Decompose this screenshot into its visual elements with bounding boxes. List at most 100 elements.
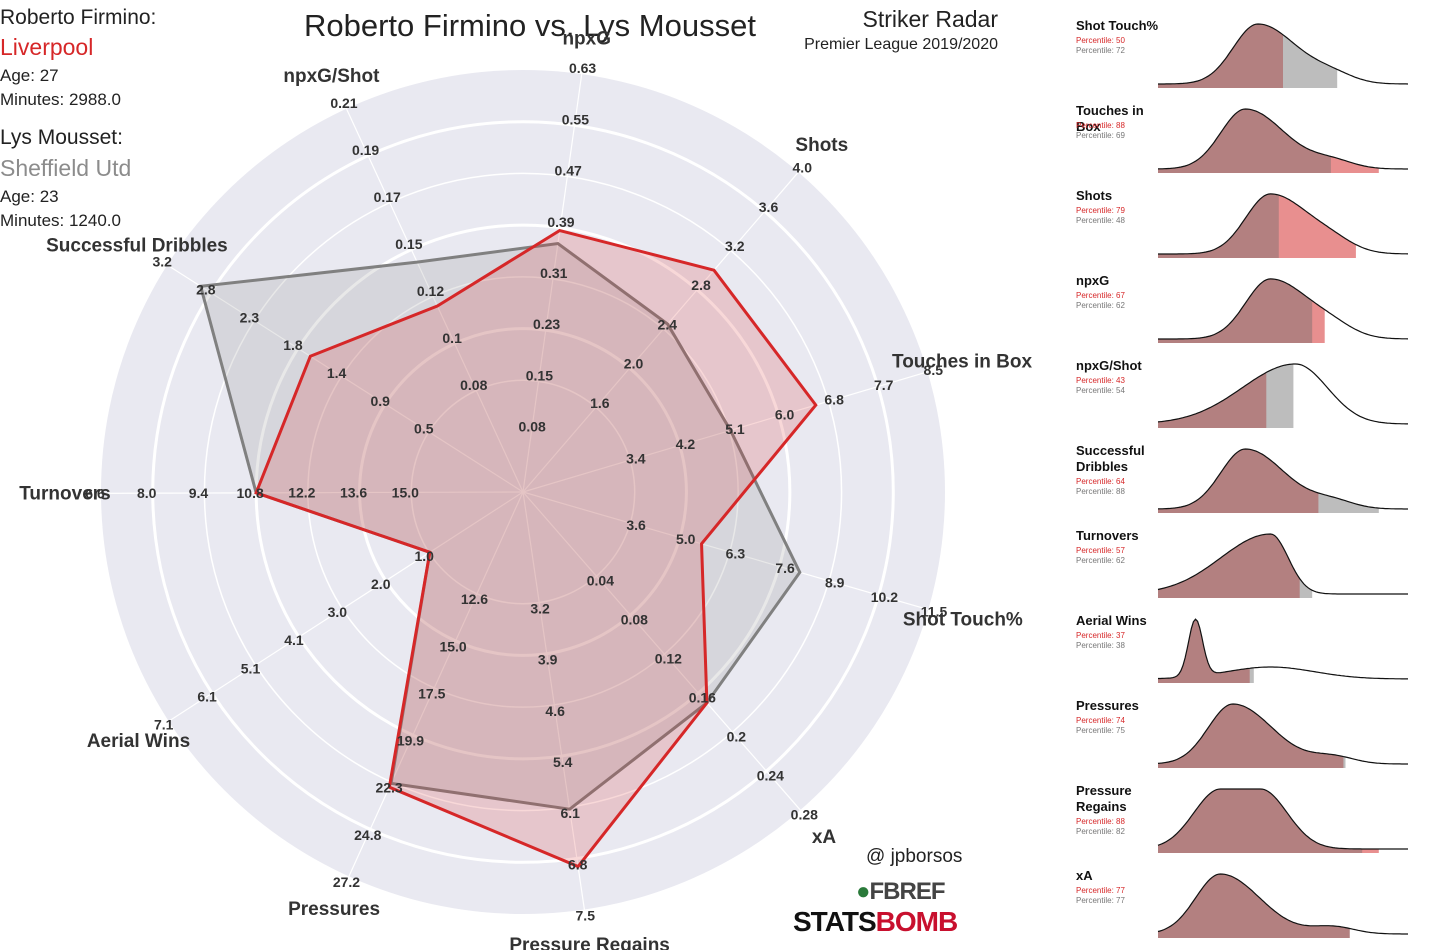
kde-percentile-player2: Percentile: 69	[1076, 131, 1125, 140]
radar-spoke	[166, 264, 524, 493]
competition-subtitle: Premier League 2019/2020	[804, 36, 998, 53]
kde-plot	[1157, 533, 1408, 598]
kde-fill-lower	[1158, 193, 1279, 258]
kde-title: Shot Touch%	[1076, 18, 1159, 33]
tick-label: 15.0	[392, 484, 419, 500]
tick-label: 0.9	[370, 393, 390, 409]
tick-label: 5.1	[241, 660, 261, 676]
tick-label: 0.17	[374, 189, 401, 205]
kde-fill-lower	[1158, 24, 1283, 88]
tick-label: 1.4	[327, 365, 347, 381]
radar-spoke	[345, 108, 524, 493]
player2-minutes: Minutes: 1240.0	[0, 211, 121, 230]
tick-label: 0.31	[540, 265, 567, 281]
kde-title: npxG	[1076, 273, 1110, 288]
axis-label: npxG	[562, 28, 611, 49]
fbref-text: FBREF	[869, 878, 946, 905]
kde-fill-lower	[1158, 109, 1331, 173]
axis-label: Aerial Wins	[87, 731, 190, 752]
player2-club: Sheffield Utd	[0, 155, 132, 181]
kde-panel: Pressure Regains Percentile: 88 Percentile…	[1068, 773, 1418, 853]
tick-label: 6.6	[85, 485, 105, 501]
tick-label: 4.1	[284, 632, 304, 648]
kde-title: xA	[1076, 868, 1093, 883]
tick-label: 2.0	[371, 576, 391, 592]
kde-curve	[1157, 703, 1408, 765]
series-firmino	[254, 228, 818, 869]
player2-age: Age: 23	[0, 187, 59, 206]
tick-label: 0.15	[395, 236, 422, 252]
kde-curve	[1157, 788, 1408, 850]
kde-percentile-player1: Percentile: 57	[1076, 546, 1125, 555]
tick-label: 0.12	[417, 283, 444, 299]
percentile-panels: Shot Touch% Percentile: 50 Percentile: 72 T…	[1068, 0, 1438, 950]
kde-fill-lower	[1158, 789, 1363, 853]
tick-label: 0.16	[689, 690, 716, 706]
tick-label: 0.24	[757, 768, 784, 784]
tick-label: 0.08	[519, 419, 546, 435]
tick-label: 7.7	[874, 377, 894, 393]
radar-chart: 0.08 0.15 0.23 0.31 0.39 0.47 0.55 0.63 npxG 1.6 2…	[19, 28, 1032, 950]
tick-label: 1.0	[414, 548, 434, 564]
radar-spoke	[348, 491, 524, 877]
tick-label: 3.2	[152, 254, 172, 270]
author-credit: @ jpborsos	[866, 846, 963, 867]
kde-panel: xA Percentile: 77 Percentile: 77	[1068, 858, 1418, 938]
tick-label: 3.0	[328, 604, 348, 620]
tick-label: 24.8	[354, 827, 381, 843]
kde-title: Aerial Wins	[1076, 613, 1147, 628]
kde-percentile-player2: Percentile: 88	[1076, 487, 1125, 496]
statsbomb-text-b: BOMB	[875, 906, 959, 937]
kde-fill-lower	[1158, 372, 1267, 428]
kde-curve	[1158, 278, 1409, 340]
tick-label: 8.9	[825, 574, 845, 590]
kde-title: Shots	[1076, 188, 1113, 203]
tick-label: 8.5	[924, 362, 944, 378]
radar-spoke	[522, 491, 801, 811]
tick-label: 1.8	[283, 337, 303, 353]
tick-label: 3.4	[626, 450, 646, 466]
kde-percentile-player2: Percentile: 72	[1076, 46, 1125, 55]
tick-label: 19.9	[397, 733, 424, 749]
tick-label: 9.4	[189, 485, 209, 501]
tick-label: 3.6	[759, 199, 779, 215]
kde-percentile-player1: Percentile: 79	[1076, 206, 1125, 215]
tick-label: 10.2	[871, 589, 898, 605]
radar-title: Striker Radar	[862, 6, 998, 32]
tick-label: 0.08	[621, 612, 648, 628]
kde-percentile-player1: Percentile: 67	[1076, 291, 1125, 300]
tick-label: 0.39	[547, 214, 574, 230]
radar-ring	[203, 172, 843, 812]
kde-plot	[1158, 193, 1409, 258]
kde-panel: Pressures Percentile: 74 Percentile: 75	[1068, 688, 1418, 768]
statsbomb-logo: STATSBOMB	[793, 906, 959, 938]
radar-spoke	[522, 371, 928, 493]
kde-fill-lower	[1158, 704, 1344, 768]
kde-curve	[1157, 108, 1408, 170]
axis-label: Touches in Box	[892, 352, 1032, 373]
tick-label: 0.23	[533, 316, 560, 332]
axis-label: Pressure Regains	[509, 935, 670, 950]
tick-label: 4.0	[793, 160, 813, 176]
tick-label: 5.0	[676, 531, 696, 547]
tick-label: 0.2	[727, 729, 747, 745]
tick-label: 4.6	[545, 703, 565, 719]
kde-fill-lower	[1158, 874, 1350, 938]
kde-title: npxG/Shot	[1076, 358, 1142, 373]
tick-label: 17.5	[418, 685, 445, 701]
tick-label: 1.6	[590, 395, 610, 411]
kde-plot	[1158, 278, 1409, 343]
kde-percentile-player1: Percentile: 37	[1076, 631, 1125, 640]
tick-label: 0.5	[414, 421, 434, 437]
tick-label: 2.4	[658, 316, 678, 332]
kde-panel: Shots Percentile: 79 Percentile: 48	[1068, 178, 1418, 258]
radar-spoke	[522, 74, 583, 493]
player2-name: Lys Mousset:	[0, 126, 123, 149]
axis-label: Successful Dribbles	[46, 236, 228, 257]
kde-curve	[1157, 873, 1408, 935]
kde-percentile-player1: Percentile: 74	[1076, 716, 1125, 725]
kde-plot	[1157, 873, 1408, 938]
tick-label: 12.2	[288, 485, 315, 501]
radar-ring	[307, 276, 739, 708]
player1-minutes: Minutes: 2988.0	[0, 90, 121, 109]
